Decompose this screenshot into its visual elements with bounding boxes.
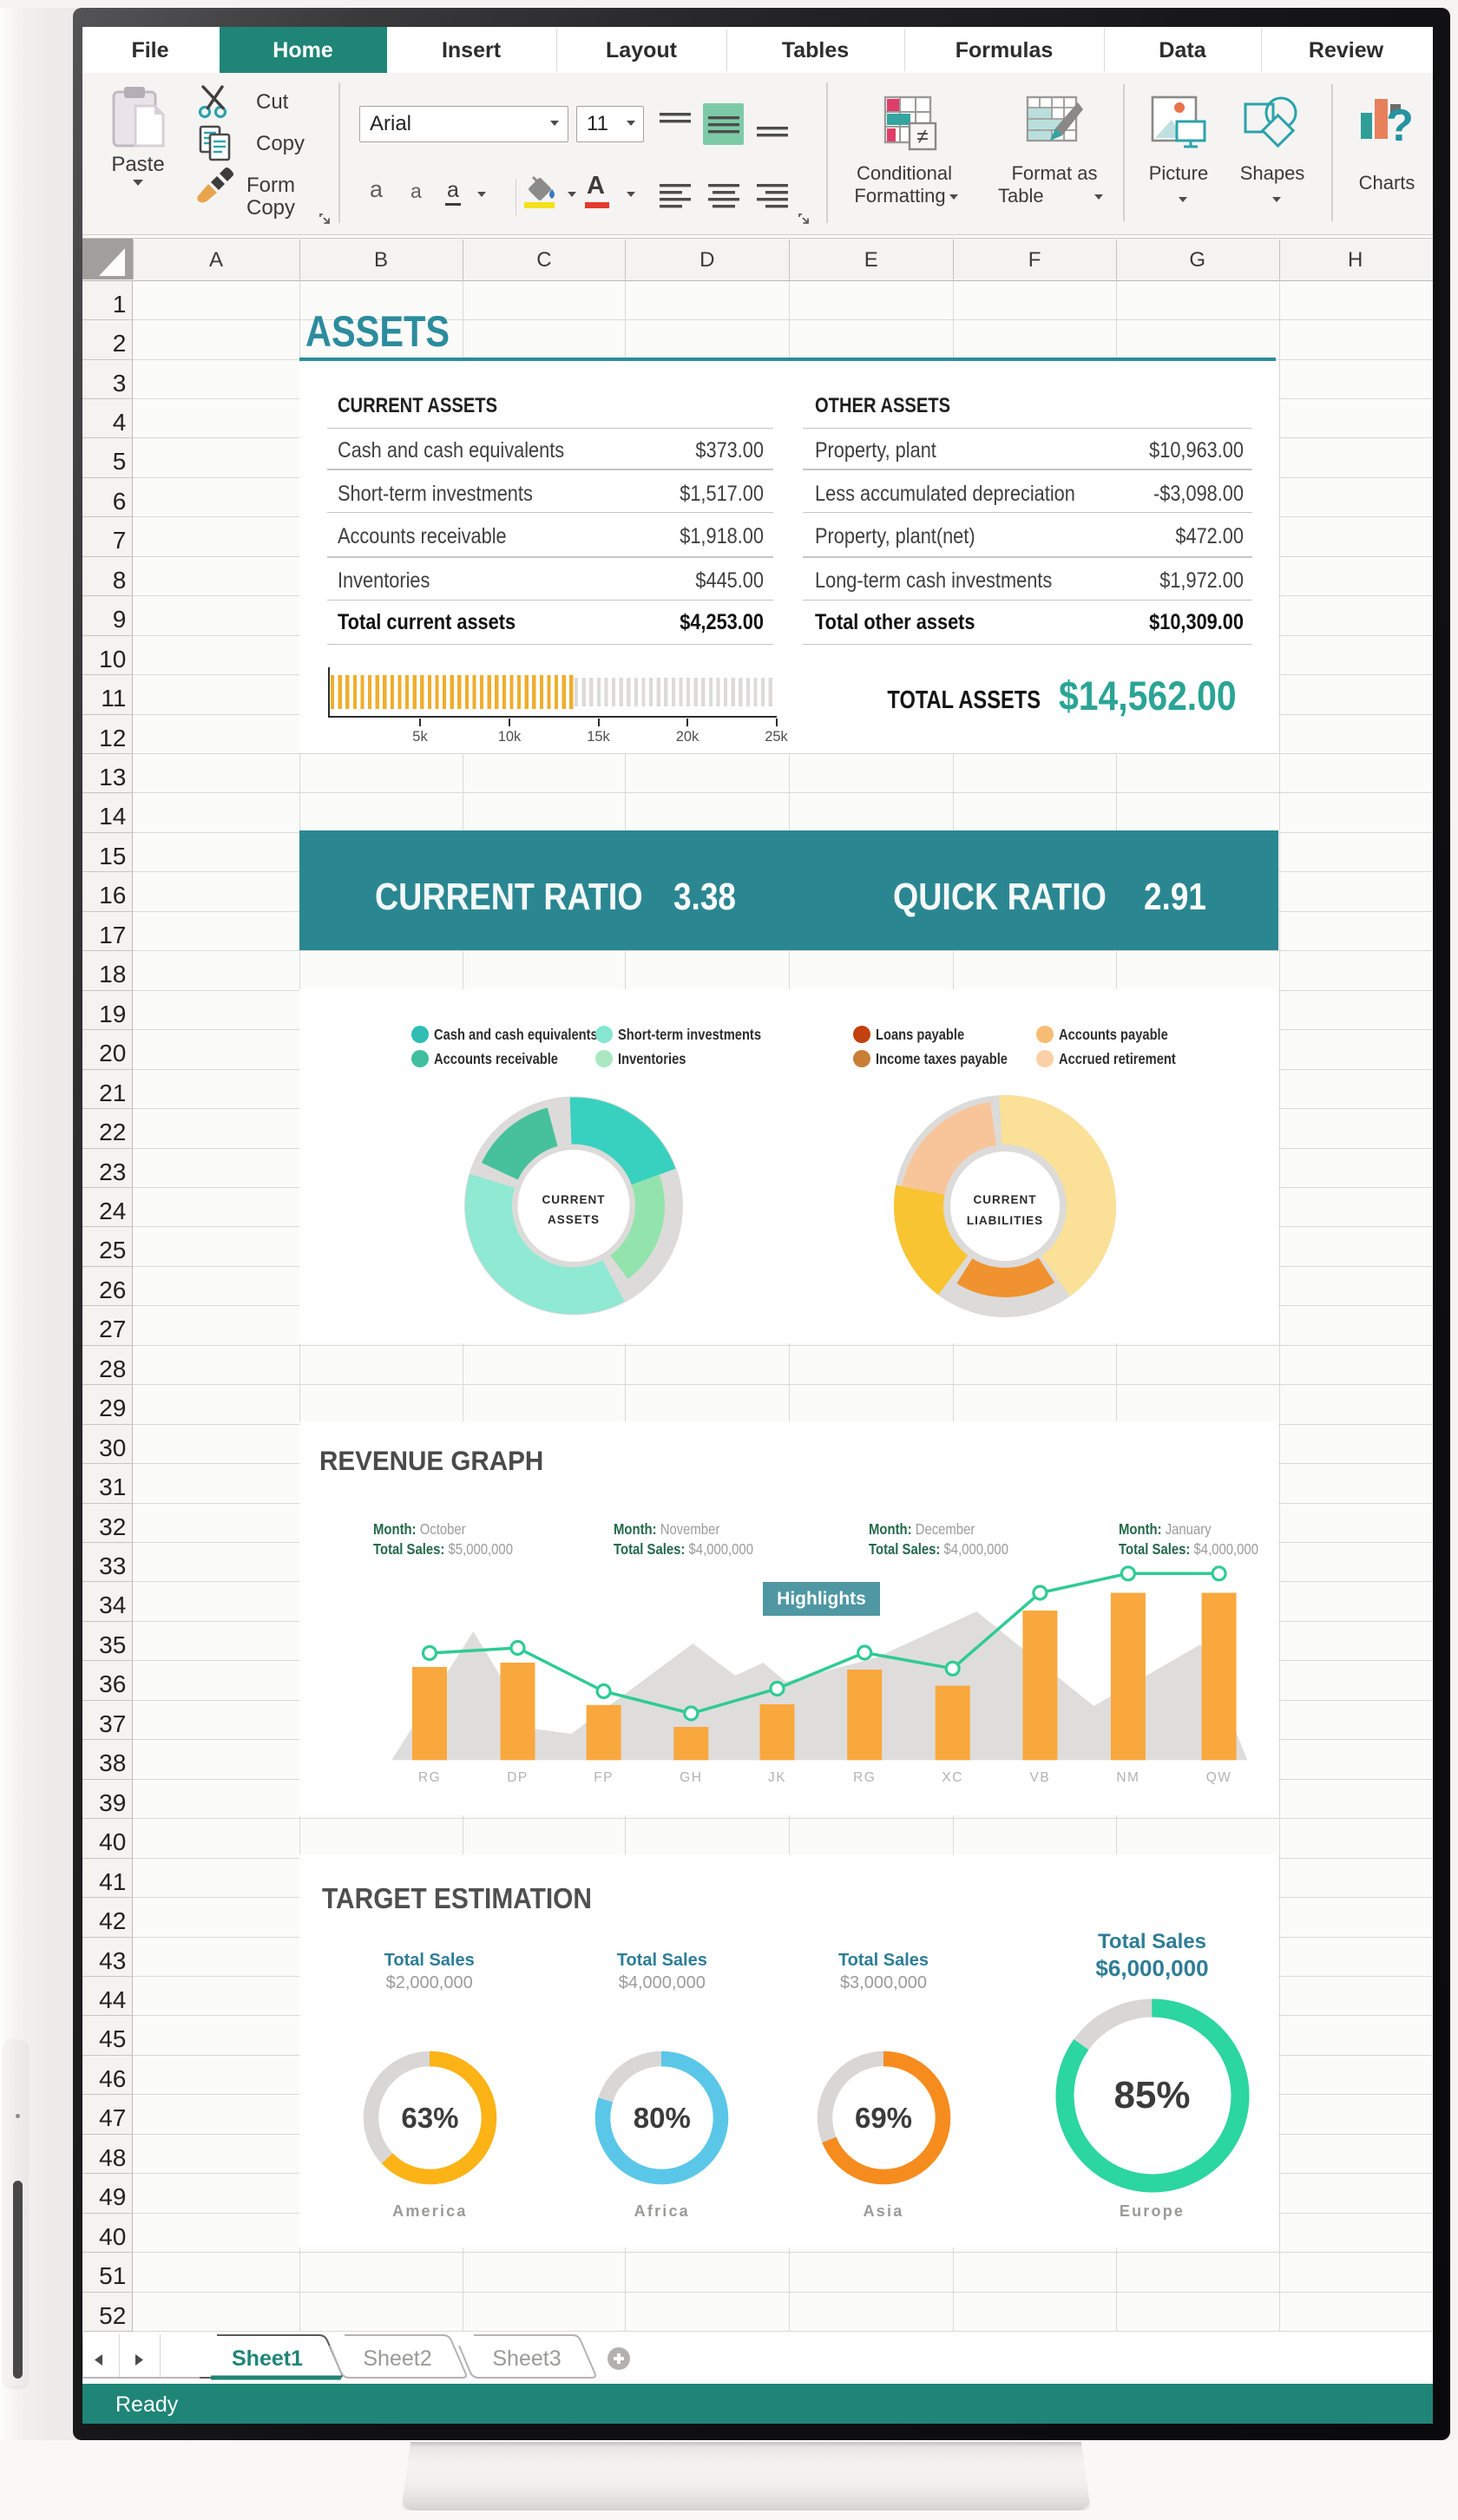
svg-text:Sheet1: Sheet1 xyxy=(232,2346,303,2371)
svg-text:FP: FP xyxy=(594,1770,614,1785)
svg-text:NM: NM xyxy=(1116,1770,1139,1785)
svg-text:VB: VB xyxy=(1029,1770,1050,1785)
svg-text:DP: DP xyxy=(507,1770,529,1785)
svg-text:QW: QW xyxy=(1205,1770,1231,1785)
svg-text:XC: XC xyxy=(942,1770,963,1785)
svg-text:≠: ≠ xyxy=(916,125,928,148)
svg-text:Sheet3: Sheet3 xyxy=(492,2346,561,2371)
svg-text:GH: GH xyxy=(680,1770,702,1785)
svg-text:?: ? xyxy=(1386,101,1414,151)
svg-text:JK: JK xyxy=(768,1770,786,1785)
svg-text:RG: RG xyxy=(853,1770,876,1785)
svg-text:RG: RG xyxy=(418,1770,441,1785)
svg-text:Sheet2: Sheet2 xyxy=(363,2346,431,2371)
